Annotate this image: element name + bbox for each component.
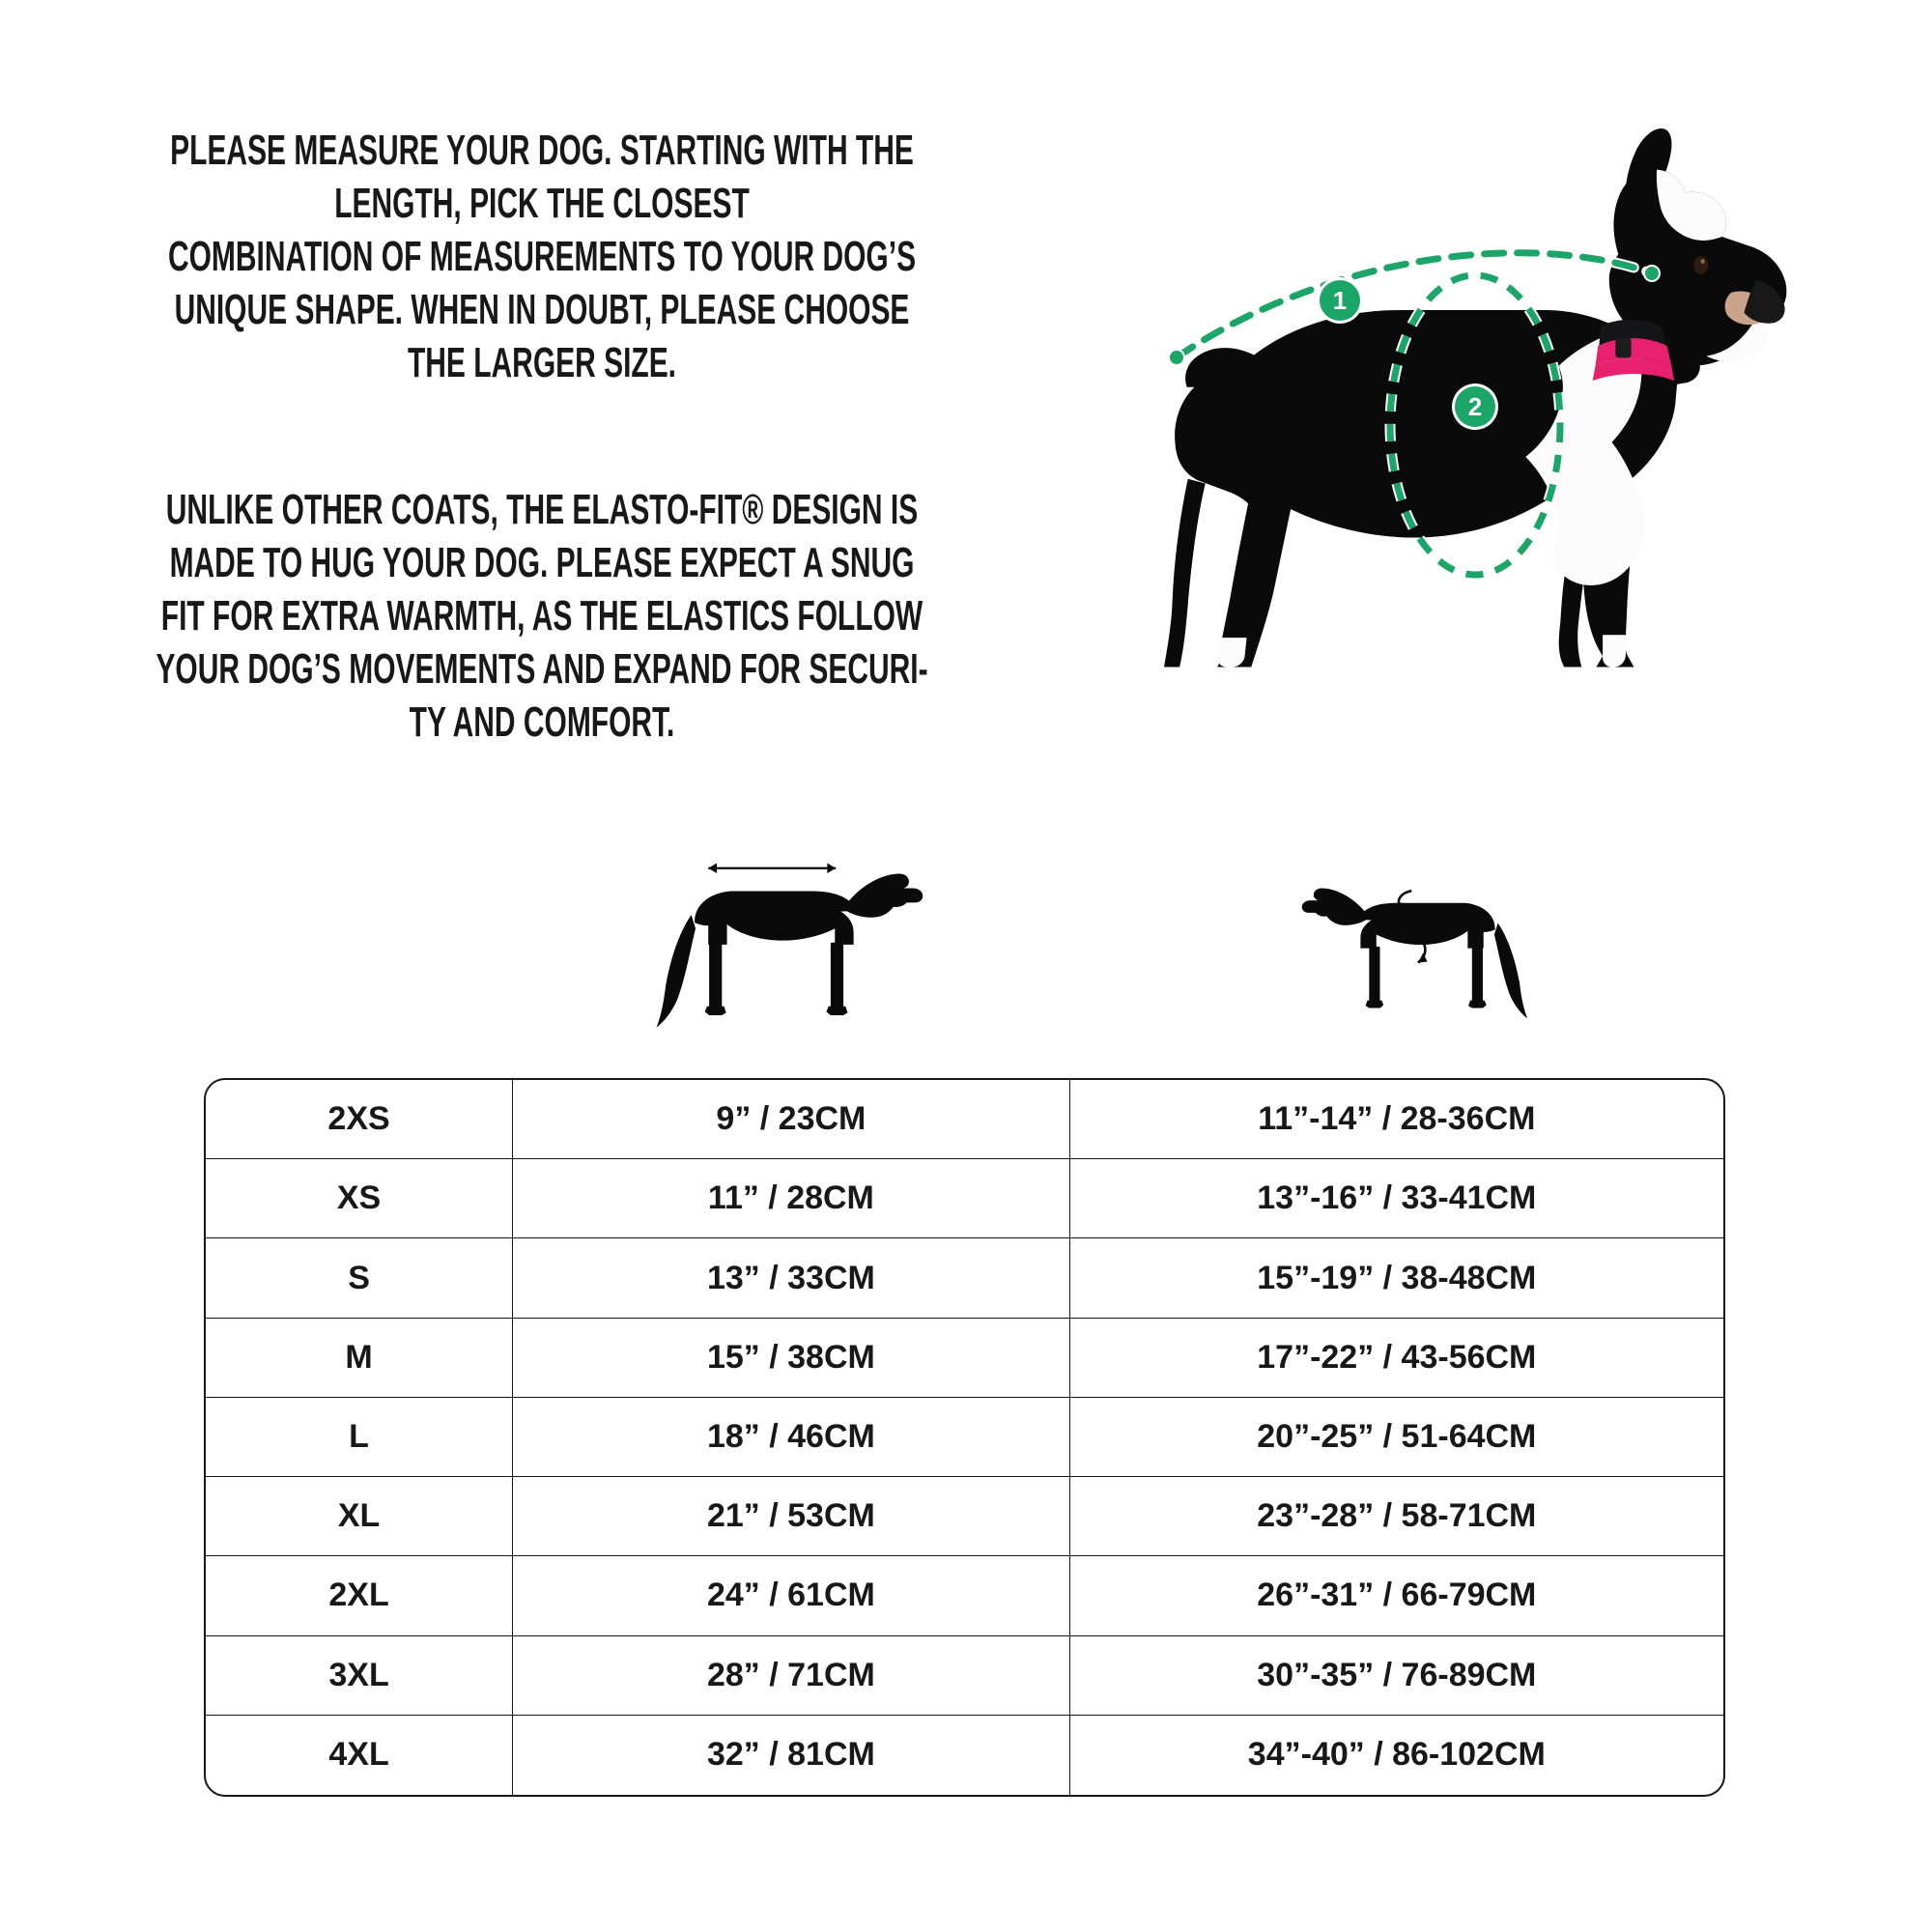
svg-text:1: 1 [1333,286,1347,315]
svg-text:2: 2 [1468,392,1482,421]
